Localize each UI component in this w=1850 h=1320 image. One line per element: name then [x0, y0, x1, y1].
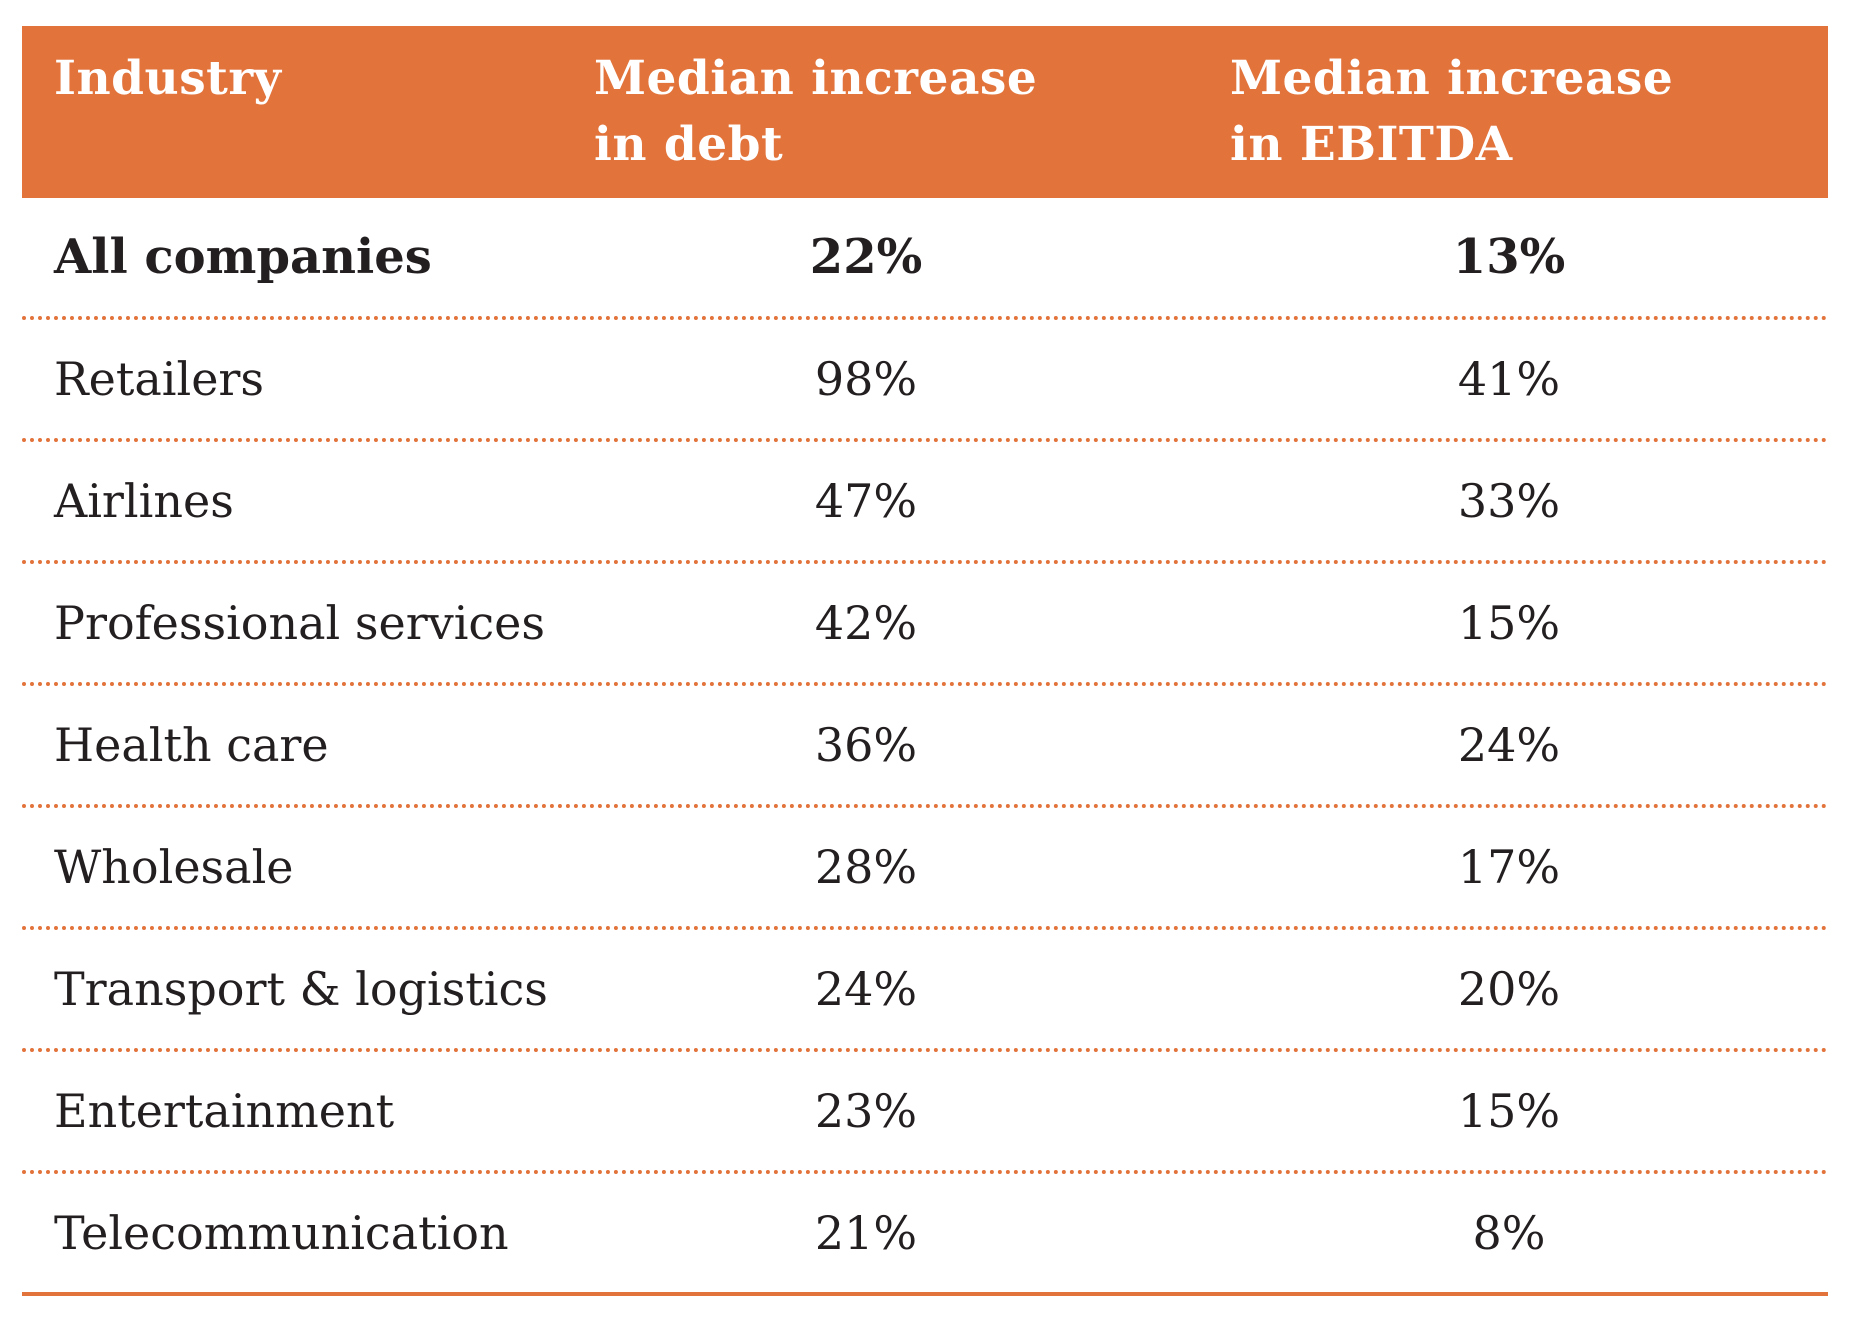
ebitda-cell: 20%	[1457, 962, 1561, 1016]
debt-cell: 21%	[814, 1206, 918, 1260]
ebitda-cell: 15%	[1457, 596, 1561, 650]
industry-cell: Airlines	[54, 474, 234, 528]
industry-cell: Health care	[54, 718, 329, 772]
table-row: Professional services 42% 15%	[22, 564, 1828, 686]
ebitda-cell: 15%	[1457, 1084, 1561, 1138]
debt-cell: 98%	[814, 352, 918, 406]
header-debt-line-2: in debt	[594, 117, 784, 172]
table-row: Telecommunication 21% 8%	[22, 1174, 1828, 1296]
debt-cell: 47%	[814, 474, 918, 528]
industry-cell: Retailers	[54, 352, 265, 406]
debt-cell: 28%	[814, 840, 918, 894]
industry-cell: Professional services	[54, 596, 545, 650]
header-debt-line-1: Median increase	[594, 51, 1038, 106]
ebitda-cell: 17%	[1457, 840, 1561, 894]
table-row: Retailers 98% 41%	[22, 320, 1828, 442]
industry-cell: All companies	[54, 229, 432, 285]
ebitda-cell: 8%	[1472, 1206, 1546, 1260]
header-industry: Industry	[22, 26, 542, 198]
data-table: Industry Median increase in debt Median …	[22, 26, 1828, 1296]
ebitda-cell: 33%	[1457, 474, 1561, 528]
table-row: Airlines 47% 33%	[22, 442, 1828, 564]
table-row-all-companies: All companies 22% 13%	[22, 198, 1828, 320]
industry-cell: Telecommunication	[54, 1206, 509, 1260]
table-row: Transport & logistics 24% 20%	[22, 930, 1828, 1052]
table-row: Entertainment 23% 15%	[22, 1052, 1828, 1174]
table-row: Health care 36% 24%	[22, 686, 1828, 808]
debt-cell: 24%	[814, 962, 918, 1016]
industry-cell: Entertainment	[54, 1084, 395, 1138]
ebitda-cell: 24%	[1457, 718, 1561, 772]
header-ebitda-line-2: in EBITDA	[1230, 117, 1513, 172]
header-debt: Median increase in debt	[542, 26, 1190, 198]
debt-cell: 42%	[814, 596, 918, 650]
ebitda-cell: 41%	[1457, 352, 1561, 406]
table-header: Industry Median increase in debt Median …	[22, 26, 1828, 198]
header-ebitda: Median increase in EBITDA	[1190, 26, 1828, 198]
debt-cell: 36%	[814, 718, 918, 772]
table-row: Wholesale 28% 17%	[22, 808, 1828, 930]
header-industry-line-1: Industry	[54, 51, 282, 106]
header-ebitda-line-1: Median increase	[1230, 51, 1674, 106]
industry-cell: Transport & logistics	[54, 962, 548, 1016]
industry-cell: Wholesale	[54, 840, 294, 894]
ebitda-cell: 13%	[1452, 229, 1566, 285]
debt-cell: 22%	[809, 229, 923, 285]
debt-cell: 23%	[814, 1084, 918, 1138]
